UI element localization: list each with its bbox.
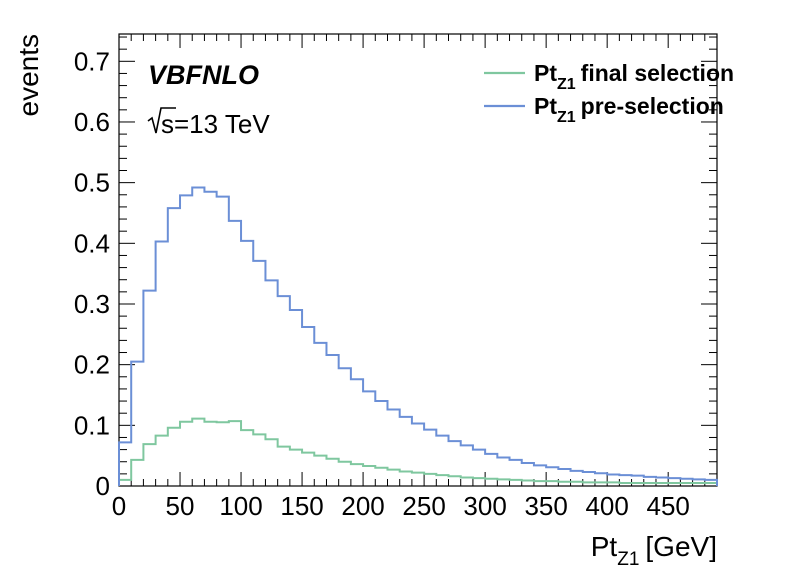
legend: PtZ1 final selection PtZ1 pre-selection bbox=[484, 60, 734, 126]
x-tick-label: 350 bbox=[524, 491, 567, 521]
y-tick-label: 0.1 bbox=[74, 410, 110, 440]
x-tick-label: 200 bbox=[341, 491, 384, 521]
y-tick-label: 0.5 bbox=[74, 168, 110, 198]
x-tick-label: 300 bbox=[463, 491, 506, 521]
x-axis-title: PtZ1 [GeV] bbox=[591, 531, 717, 570]
chart-title-vbfnlo: VBFNLO bbox=[148, 60, 259, 90]
x-tick-label: 250 bbox=[402, 491, 445, 521]
legend-label-pre: PtZ1 pre-selection bbox=[534, 93, 724, 126]
tick-labels: 0 50 100 150 200 250 300 350 400 450 0 0.1 0.2 0.3 0.4… bbox=[74, 46, 690, 521]
x-tick-label: 400 bbox=[585, 491, 628, 521]
y-tick-label: 0.3 bbox=[74, 289, 110, 319]
x-tick-label: 50 bbox=[166, 491, 195, 521]
x-axis-title-unit: [GeV] bbox=[645, 531, 717, 562]
energy-annotation: s=13 TeV bbox=[147, 107, 270, 139]
legend-label-final: PtZ1 final selection bbox=[534, 60, 734, 93]
y-tick-label: 0.2 bbox=[74, 350, 110, 380]
energy-label: s=13 TeV bbox=[161, 109, 270, 139]
y-tick-label: 0.4 bbox=[74, 228, 110, 258]
x-axis-title-sub: Z1 bbox=[617, 549, 639, 570]
series-group bbox=[118, 186, 718, 486]
plot-frame bbox=[118, 33, 718, 487]
y-tick-label: 0 bbox=[96, 471, 110, 501]
x-tick-label: 150 bbox=[280, 491, 323, 521]
series-line-1 bbox=[118, 186, 718, 486]
y-axis-title: events bbox=[13, 34, 44, 117]
sqrt-symbol bbox=[147, 107, 176, 134]
x-axis-title-main: Pt bbox=[591, 531, 618, 562]
series-line-0 bbox=[118, 417, 718, 486]
x-tick-label: 100 bbox=[219, 491, 262, 521]
y-tick-label: 0.6 bbox=[74, 107, 110, 137]
x-tick-label: 0 bbox=[112, 491, 126, 521]
x-tick-label: 450 bbox=[646, 491, 689, 521]
y-tick-label: 0.7 bbox=[74, 46, 110, 76]
axis-ticks bbox=[118, 34, 718, 487]
